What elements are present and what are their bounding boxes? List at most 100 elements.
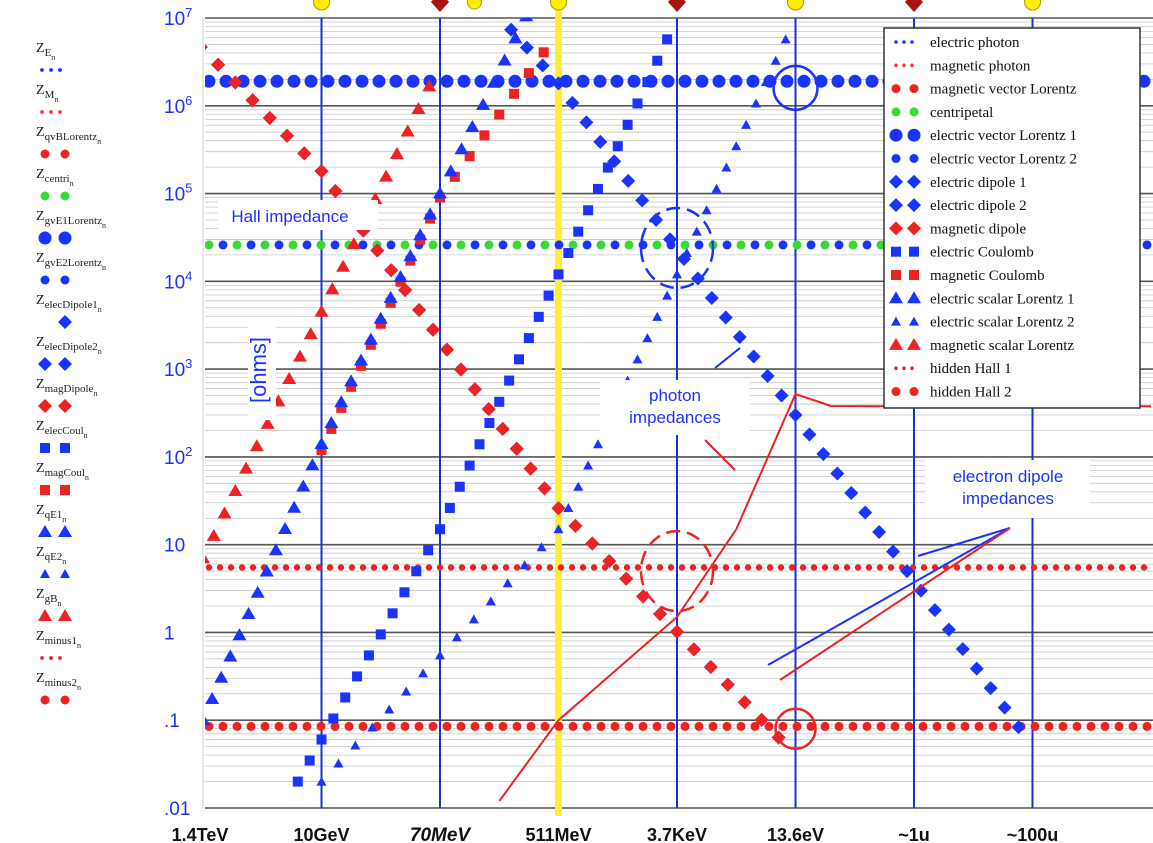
data-point: [678, 74, 692, 88]
data-point: [792, 721, 802, 731]
left-key-label: ZmagDipolen: [36, 377, 97, 398]
data-point: [457, 74, 471, 88]
data-point: [425, 564, 433, 571]
data-point: [690, 271, 705, 286]
top-circle-marker: [313, 0, 330, 11]
data-point: [504, 22, 519, 37]
data-point: [259, 564, 274, 577]
left-key-dot: [49, 656, 53, 660]
left-key-subsubscript: n: [70, 179, 74, 188]
data-point: [774, 388, 789, 403]
data-point: [848, 74, 862, 88]
data-point: [223, 649, 238, 662]
data-point: [526, 721, 536, 731]
data-point: [750, 721, 760, 731]
data-point: [358, 240, 368, 250]
data-point: [778, 240, 788, 250]
data-point: [375, 629, 386, 640]
data-point: [476, 97, 491, 110]
series-hidden-hall-2: [205, 721, 1152, 731]
data-point: [400, 240, 410, 250]
data-point: [1030, 564, 1038, 571]
data-point: [513, 564, 521, 571]
left-key-marker: [60, 485, 70, 495]
data-point: [288, 721, 298, 731]
data-point: [502, 578, 513, 588]
series-electric-coulomb-rising-: [292, 34, 673, 787]
y-tick-exponent: 7: [185, 5, 192, 20]
data-point: [1052, 564, 1060, 571]
left-key-label: ZelecDipole2n: [36, 335, 102, 356]
left-key-swatch: [40, 68, 62, 72]
data-point: [479, 130, 490, 141]
left-key-subscript: qvBLorentz: [45, 131, 98, 143]
data-point: [1086, 721, 1096, 731]
data-point: [211, 57, 226, 72]
data-point: [480, 564, 488, 571]
data-point: [465, 120, 480, 133]
data-point: [583, 205, 594, 216]
data-point: [491, 564, 499, 571]
data-point: [464, 151, 475, 162]
y-tick-label: 10: [164, 536, 185, 557]
legend-label: electric scalar Lorentz 1: [930, 291, 1075, 307]
data-point: [271, 564, 279, 571]
annotation-electron-dipole-impedances: electron dipole impedances: [953, 467, 1064, 508]
data-point: [582, 240, 592, 250]
data-point: [568, 518, 583, 533]
data-point: [303, 327, 318, 340]
data-point: [678, 564, 686, 571]
data-point: [553, 269, 564, 280]
data-point: [596, 240, 606, 250]
data-point: [508, 74, 522, 88]
data-point: [1096, 564, 1104, 571]
left-key-subsubscript: n: [98, 305, 102, 314]
data-point: [802, 427, 817, 442]
data-point: [246, 240, 256, 250]
y-axis-label: [ohms]: [246, 337, 271, 403]
legend-swatch: [894, 366, 914, 371]
x-tick-label: ~1u: [898, 825, 930, 843]
data-point: [387, 608, 398, 619]
data-point: [239, 461, 254, 474]
data-point: [610, 240, 620, 250]
data-point: [635, 193, 650, 208]
left-key-subsubscript: n: [77, 641, 81, 650]
data-point: [543, 290, 554, 301]
legend-dot: [894, 40, 898, 44]
legend-marker: [909, 316, 919, 326]
left-key-subscript: minus2: [45, 677, 77, 689]
data-point: [596, 721, 606, 731]
series-hidden-hall-1: [205, 564, 1148, 571]
data-point: [568, 721, 578, 731]
data-point: [467, 382, 482, 397]
left-key-swatch: [40, 149, 70, 159]
left-key-subscript: qE2: [45, 551, 63, 563]
annotation-arrow: [767, 527, 1011, 666]
left-key-subsubscript: n: [102, 263, 106, 272]
data-point: [447, 564, 455, 571]
data-point: [573, 481, 584, 491]
left-key-swatch: [40, 110, 62, 114]
data-point: [535, 564, 543, 571]
left-key-swatch: [40, 485, 70, 495]
left-key-swatch: [38, 231, 72, 245]
data-point: [1142, 240, 1152, 250]
data-point: [593, 74, 607, 88]
annotation-hall-impedance-line: Hall impedance: [231, 207, 348, 226]
data-point: [246, 721, 256, 731]
data-point: [474, 439, 485, 450]
left-key-dot: [58, 656, 62, 660]
data-point: [732, 329, 747, 344]
top-circle-marker: [550, 0, 567, 11]
annotation-arrow: [714, 347, 741, 369]
left-key-subsubscript: n: [57, 599, 61, 608]
left-key-subsubscript: n: [85, 473, 89, 482]
y-tick-label: 106: [164, 93, 192, 118]
data-point: [663, 232, 678, 247]
data-point: [751, 98, 761, 108]
data-point: [297, 146, 312, 161]
data-point: [274, 240, 284, 250]
left-key-marker: [58, 609, 72, 621]
